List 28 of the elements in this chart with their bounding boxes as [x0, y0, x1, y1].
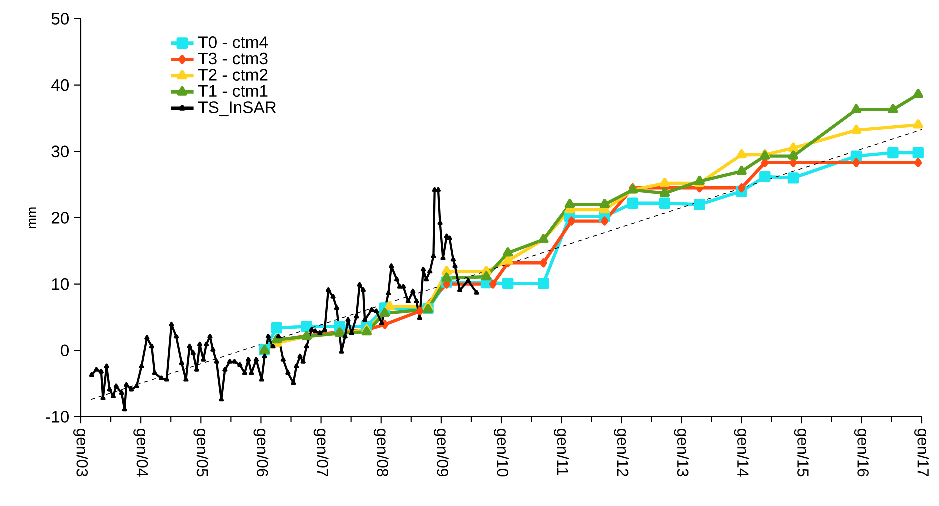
x-tick-label: gen/11: [554, 429, 570, 476]
x-tick-label: gen/05: [194, 429, 209, 477]
x-tick-label: gen/03: [74, 429, 88, 477]
x-tick-label: gen/16: [854, 429, 870, 477]
y-tick-label: 10: [52, 278, 70, 290]
x-tick-label: gen/04: [134, 429, 149, 477]
legend-label: T2 - ctm2: [198, 69, 268, 81]
y-tick-label: 0: [61, 344, 70, 357]
legend-label: T1 - ctm1: [198, 85, 268, 98]
x-tick-label: gen/08: [374, 429, 389, 477]
y-tick-label: 50: [52, 13, 70, 25]
x-tick-label: gen/06: [254, 429, 269, 477]
legend-label: T0 - ctm4: [198, 36, 268, 48]
y-tick-label: -10: [46, 411, 70, 423]
x-tick-label: gen/17: [914, 429, 930, 476]
x-tick-label: gen/13: [674, 429, 690, 477]
x-tick-label: gen/15: [794, 429, 810, 477]
x-tick-label: gen/10: [494, 429, 509, 477]
x-tick-label: gen/09: [434, 429, 449, 477]
y-axis-title: mm: [29, 208, 36, 228]
y-tick-label: 40: [52, 79, 70, 92]
x-tick-label: gen/14: [734, 429, 750, 477]
legend-label: T3 - ctm3: [198, 52, 268, 65]
legend-label: TS_InSAR: [198, 102, 276, 117]
y-tick-label: 30: [52, 146, 70, 158]
x-tick-label: gen/07: [314, 429, 329, 476]
x-tick-label: gen/12: [614, 429, 630, 476]
y-tick-label: 20: [52, 212, 70, 224]
